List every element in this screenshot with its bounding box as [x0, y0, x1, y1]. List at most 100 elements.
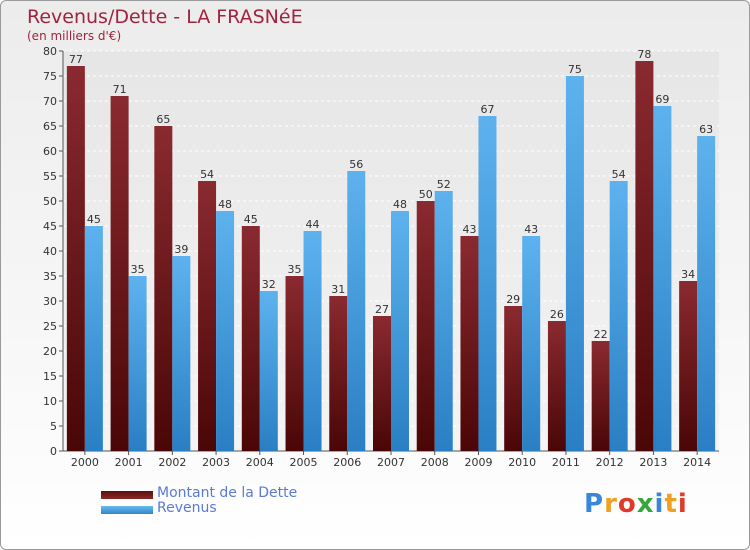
y-tick-label: 10	[43, 395, 57, 408]
chart-subtitle: (en milliers d'€)	[27, 29, 122, 43]
logo-letter: i	[654, 489, 665, 519]
bar-dette	[547, 321, 566, 451]
legend-swatch-dette	[101, 491, 153, 499]
bar-dette	[198, 181, 217, 451]
data-label: 78	[637, 48, 651, 61]
data-label: 35	[131, 263, 145, 276]
data-label: 27	[375, 303, 389, 316]
data-label: 29	[506, 293, 520, 306]
bar-dette	[460, 236, 479, 451]
x-tick-label: 2004	[246, 456, 274, 469]
bar-dette	[110, 96, 129, 451]
bar-revenus	[172, 256, 191, 451]
y-tick-label: 0	[50, 445, 57, 458]
legend-swatch-revenus	[101, 506, 153, 514]
data-label: 52	[437, 178, 451, 191]
data-label: 45	[244, 213, 258, 226]
bar-revenus	[653, 106, 672, 451]
logo-letter: i	[677, 489, 688, 519]
bar-dette	[591, 341, 610, 451]
data-label: 48	[393, 198, 407, 211]
bar-revenus	[565, 76, 584, 451]
y-tick-label: 40	[43, 245, 57, 258]
y-tick-label: 15	[43, 370, 57, 383]
x-tick-label: 2005	[290, 456, 318, 469]
data-label: 54	[612, 168, 626, 181]
bar-revenus	[522, 236, 541, 451]
logo-letter: t	[664, 489, 678, 519]
legend-label-dette: Montant de la Dette	[157, 485, 298, 501]
y-tick-label: 5	[50, 420, 57, 433]
data-label: 22	[594, 328, 608, 341]
logo-letter: x	[636, 489, 655, 519]
data-label: 43	[462, 223, 476, 236]
bar-revenus	[391, 211, 409, 451]
data-label: 63	[699, 123, 713, 136]
data-label: 43	[524, 223, 538, 236]
bar-revenus	[478, 116, 497, 451]
bar-revenus	[259, 291, 278, 451]
y-tick-label: 65	[43, 120, 57, 133]
x-tick-label: 2009	[464, 456, 492, 469]
bar-revenus	[303, 231, 322, 451]
data-label: 32	[262, 278, 276, 291]
bar-dette	[154, 126, 173, 451]
data-label: 75	[568, 63, 582, 76]
x-tick-label: 2010	[508, 456, 536, 469]
bar-dette	[635, 61, 654, 451]
y-tick-label: 75	[43, 70, 57, 83]
proxiti-logo: Proxiti	[584, 489, 688, 519]
bar-revenus	[697, 136, 716, 451]
bar-revenus	[216, 211, 235, 451]
data-label: 69	[655, 93, 669, 106]
x-tick-label: 2011	[552, 456, 580, 469]
y-tick-label: 35	[43, 270, 57, 283]
chart-title: Revenus/Dette - LA FRASNéE	[27, 6, 303, 28]
bar-dette	[285, 276, 304, 451]
bar-revenus	[84, 226, 103, 451]
y-tick-label: 60	[43, 145, 57, 158]
y-tick-label: 30	[43, 295, 57, 308]
data-label: 67	[480, 103, 494, 116]
x-tick-label: 2012	[596, 456, 624, 469]
x-tick-label: 2001	[115, 456, 143, 469]
y-tick-label: 50	[43, 195, 57, 208]
data-label: 35	[288, 263, 302, 276]
data-label: 65	[156, 113, 170, 126]
data-label: 48	[218, 198, 232, 211]
x-tick-label: 2006	[333, 456, 361, 469]
logo-letter: r	[604, 489, 618, 519]
data-label: 54	[200, 168, 214, 181]
bar-dette	[329, 296, 348, 451]
bar-dette	[373, 316, 391, 451]
bar-dette	[416, 201, 435, 451]
bar-revenus	[128, 276, 147, 451]
logo-letter: P	[584, 489, 605, 519]
bar-revenus	[434, 191, 453, 451]
x-tick-label: 2000	[71, 456, 99, 469]
bar-dette	[504, 306, 523, 451]
x-tick-label: 2014	[683, 456, 711, 469]
x-tick-label: 2002	[158, 456, 186, 469]
x-tick-label: 2013	[639, 456, 667, 469]
y-tick-label: 80	[43, 45, 57, 58]
data-label: 50	[419, 188, 433, 201]
data-label: 56	[349, 158, 363, 171]
y-tick-label: 70	[43, 95, 57, 108]
bar-dette	[241, 226, 260, 451]
x-tick-label: 2007	[377, 456, 405, 469]
y-tick-label: 45	[43, 220, 57, 233]
y-tick-label: 20	[43, 345, 57, 358]
bar-revenus	[609, 181, 628, 451]
data-label: 44	[306, 218, 320, 231]
bar-dette	[66, 66, 85, 451]
x-tick-label: 2008	[421, 456, 449, 469]
data-label: 39	[174, 243, 188, 256]
legend-label-revenus: Revenus	[157, 500, 217, 516]
bar-dette	[679, 281, 698, 451]
x-tick-label: 2003	[202, 456, 230, 469]
bar-revenus	[347, 171, 366, 451]
data-label: 26	[550, 308, 564, 321]
